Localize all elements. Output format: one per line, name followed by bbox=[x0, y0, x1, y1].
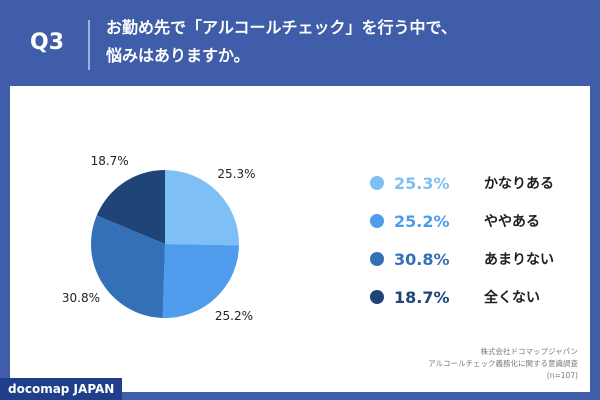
header: Q3 お勤め先で「アルコールチェック」を行う中で、 悩みはありますか。 bbox=[0, 0, 600, 84]
legend-label: あまりない bbox=[484, 252, 554, 268]
legend-swatch bbox=[370, 176, 384, 190]
legend-percent: 30.8% bbox=[394, 249, 450, 269]
pie-slice-3 bbox=[90, 215, 165, 318]
pie-label-3: 30.8% bbox=[61, 291, 101, 306]
pie-label-1: 25.3% bbox=[217, 166, 256, 181]
legend: 25.3% かなりある 25.2% ややある 30.8% あまりない 18.7% 全くない bbox=[370, 164, 580, 316]
brand-logo: docomap JAPAN bbox=[0, 378, 123, 400]
legend-label: 全くない bbox=[484, 290, 540, 306]
legend-percent: 25.2% bbox=[394, 211, 450, 231]
legend-swatch bbox=[370, 252, 384, 266]
source-company: 株式会社ドコマップジャパン bbox=[480, 347, 579, 356]
question-text: お勤め先で「アルコールチェック」を行う中で、 悩みはありますか。 bbox=[106, 14, 576, 70]
pie-label-4: 18.7% bbox=[90, 153, 129, 168]
legend-label: ややある bbox=[484, 214, 540, 230]
legend-item-4: 18.7% 全くない bbox=[370, 278, 580, 316]
question-number: Q3 bbox=[30, 30, 65, 55]
header-divider bbox=[88, 20, 90, 70]
legend-item-2: 25.2% ややある bbox=[370, 202, 580, 240]
source-survey: アルコールチェック義務化に関する意識調査 bbox=[428, 359, 578, 368]
legend-label: かなりある bbox=[484, 176, 554, 192]
legend-item-3: 30.8% あまりない bbox=[370, 240, 580, 278]
pie-label-2: 25.2% bbox=[214, 309, 254, 324]
legend-swatch bbox=[370, 214, 384, 228]
pie-slice-2 bbox=[162, 244, 239, 318]
pie-slice-4 bbox=[96, 170, 165, 244]
legend-item-1: 25.3% かなりある bbox=[370, 164, 580, 202]
legend-swatch bbox=[370, 290, 384, 304]
pie-slice-1 bbox=[165, 170, 239, 246]
source-note: 株式会社ドコマップジャパン アルコールチェック義務化に関する意識調査 (n=10… bbox=[428, 346, 578, 382]
chart-card: 25.3% 25.2% 30.8% 18.7% 25.3% かなりある 25.2% ややある… bbox=[10, 86, 590, 392]
legend-percent: 25.3% bbox=[394, 173, 450, 193]
legend-percent: 18.7% bbox=[394, 287, 450, 307]
pie-chart bbox=[90, 170, 239, 318]
question-line-1: お勤め先で「アルコールチェック」を行う中で、 bbox=[106, 18, 457, 37]
question-line-2: 悩みはありますか。 bbox=[106, 46, 250, 65]
source-sample: (n=107) bbox=[546, 371, 578, 380]
